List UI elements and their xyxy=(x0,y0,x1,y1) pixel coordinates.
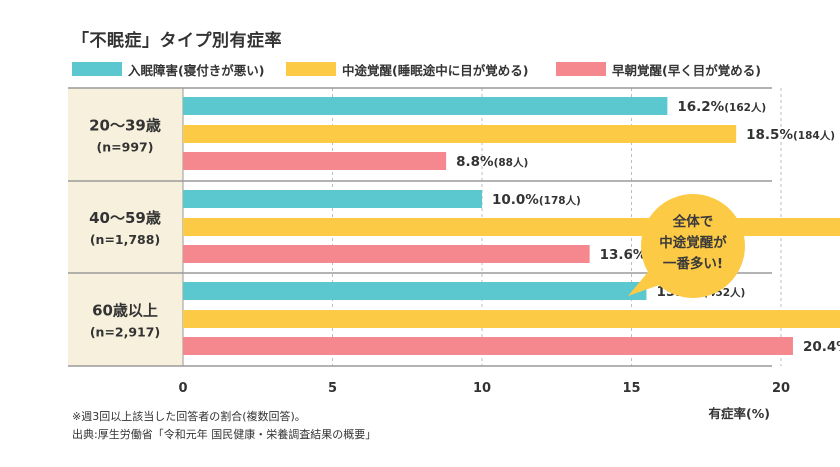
callout-bubble xyxy=(641,194,745,298)
bar xyxy=(183,282,647,300)
bar-value-label: 10.0%(178人) xyxy=(492,192,581,208)
legend-label-mid: 中途覚醒(睡眠途中に目が覚める) xyxy=(342,62,529,78)
legend-swatch-onset xyxy=(72,62,122,76)
x-tick-label: 5 xyxy=(328,381,337,396)
bar xyxy=(183,337,793,355)
bar-value-label: 8.8%(88人) xyxy=(456,154,528,170)
source-note: 出典:厚生労働省「令和元年 国民健康・栄養調査結果の概要」 xyxy=(72,428,377,441)
bar xyxy=(183,97,668,115)
category-label: 60歳以上 xyxy=(92,302,158,320)
category-label: 20〜39歳 xyxy=(89,117,161,135)
legend-label-early: 早朝覚醒(早く目が覚める) xyxy=(612,62,761,78)
callout-text: 中途覚醒が xyxy=(659,234,727,251)
bar xyxy=(183,125,737,143)
callout-text: 一番多い! xyxy=(663,255,723,272)
bar xyxy=(183,152,447,170)
callout-text: 全体で xyxy=(672,213,714,230)
bar-value-label: 18.5%(184人) xyxy=(746,127,835,143)
bar xyxy=(183,310,840,328)
x-tick-label: 0 xyxy=(178,381,187,396)
x-axis-label: 有症率(%) xyxy=(709,406,770,421)
chart-title: 「不眠症」タイプ別有症率 xyxy=(72,31,282,51)
legend-item-early-awakening: 早朝覚醒(早く目が覚める) xyxy=(556,60,761,78)
bar-value-label: 16.2%(162人) xyxy=(677,99,766,115)
category-label: 40〜59歳 xyxy=(89,209,161,227)
category-band xyxy=(68,88,183,366)
legend-item-mid-awakening: 中途覚醒(睡眠途中に目が覚める) xyxy=(286,60,528,78)
x-tick-label: 10 xyxy=(473,381,491,396)
legend-swatch-early xyxy=(556,62,606,76)
bar-value-label: 20.4%(595人) xyxy=(803,339,840,355)
bar xyxy=(183,245,590,263)
bar xyxy=(183,190,482,208)
category-n-label: (n=1,788) xyxy=(90,232,160,247)
category-n-label: (n=997) xyxy=(97,140,154,155)
legend-swatch-mid xyxy=(286,62,336,76)
x-tick-label: 15 xyxy=(622,381,640,396)
x-tick-label: 20 xyxy=(772,381,790,396)
legend-label-onset: 入眠障害(寝付きが悪い) xyxy=(128,62,265,78)
legend-item-insomnia-onset: 入眠障害(寝付きが悪い) xyxy=(72,60,264,78)
footnote: ※週3回以上該当した回答者の割合(複数回答)。 xyxy=(72,410,306,423)
category-n-label: (n=2,917) xyxy=(90,325,160,340)
